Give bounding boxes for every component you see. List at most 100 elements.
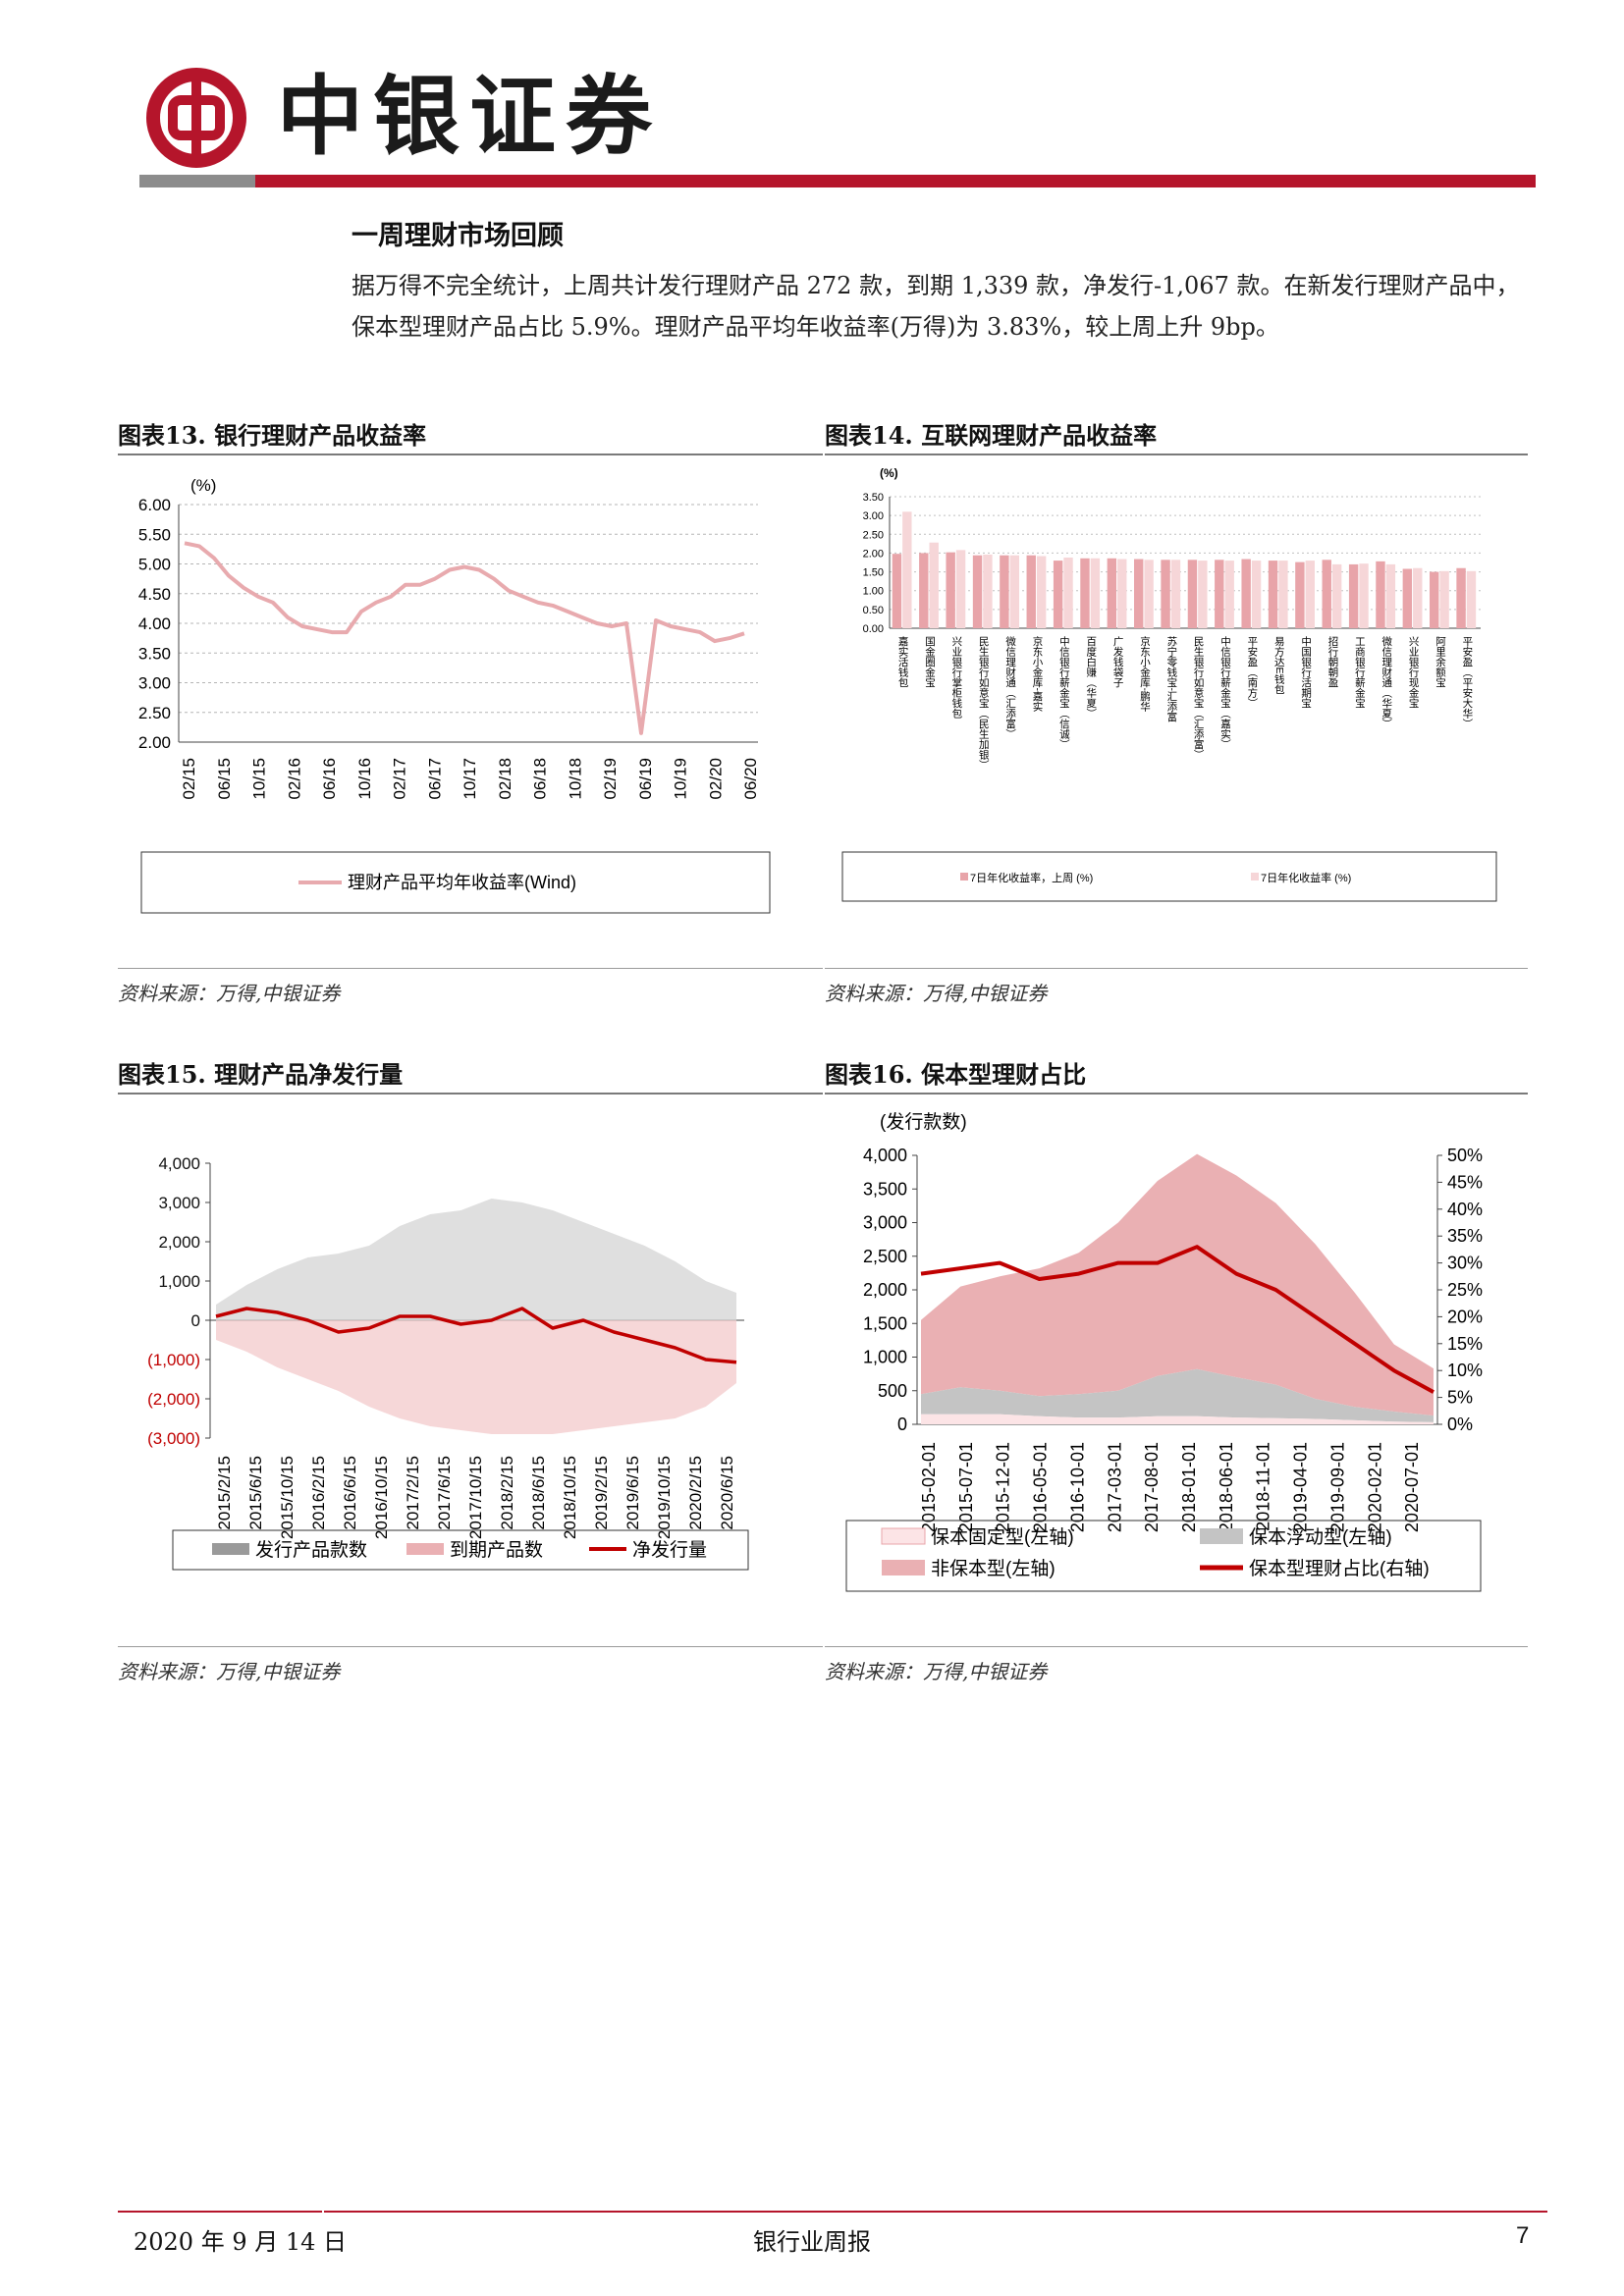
x-tick-label: 06/17 (425, 758, 444, 800)
y2-tick-label: 5% (1447, 1388, 1473, 1408)
x-category-label: 国金圈金宝 (924, 636, 936, 688)
x-tick-label: 10/16 (355, 758, 374, 800)
y-tick-label: 0 (897, 1415, 907, 1434)
x-category-label: 中国银行活期宝 (1300, 635, 1312, 708)
unit-label: (%) (880, 466, 898, 480)
bar (1000, 555, 1009, 628)
legend-swatch (212, 1543, 249, 1555)
x-category-label: 兴业银行现金宝 (1408, 636, 1420, 709)
y2-tick-label: 50% (1447, 1146, 1483, 1165)
x-tick-label: 2020-02-01 (1365, 1442, 1384, 1532)
x-category-label: 微信理财通（华夏） (1380, 635, 1392, 728)
bar (1413, 567, 1423, 628)
y-tick-label: 0.00 (863, 623, 884, 635)
chart-foot-rule (825, 968, 1528, 969)
x-tick-label: 2017-03-01 (1105, 1442, 1124, 1532)
x-tick-label: 2018/10/15 (561, 1456, 579, 1539)
x-tick-label: 2019-04-01 (1291, 1442, 1311, 1532)
x-tick-label: 2018/2/15 (498, 1456, 516, 1530)
x-category-label: 百度白赚（华夏） (1085, 636, 1097, 719)
x-tick-label: 02/17 (391, 758, 409, 800)
chart-title: 图表14. 互联网理财产品收益率 (825, 421, 1158, 450)
x-tick-label: 2018-01-01 (1179, 1442, 1199, 1532)
y-tick-label: 500 (878, 1381, 907, 1401)
y-tick-label: 2.00 (138, 733, 171, 752)
x-tick-label: 2020-07-01 (1402, 1442, 1422, 1532)
x-category-label: 中信银行薪金宝（信诚） (1058, 635, 1070, 749)
x-tick-label: 2020/6/15 (718, 1456, 736, 1530)
section-title: 一周理财市场回顾 (352, 221, 564, 251)
bar (1439, 570, 1449, 628)
y2-tick-label: 40% (1447, 1200, 1483, 1219)
bar (1198, 561, 1208, 628)
chart-13-svg: (%) 6.00 5.50 5.00 4.50 4.00 3.50 3.00 2.50 2.00 0… (138, 476, 771, 914)
bar (1241, 559, 1251, 628)
y-tick-label: 1,000 (863, 1348, 907, 1367)
y-tick-label: 2.00 (863, 548, 884, 560)
bar (1090, 558, 1101, 628)
x-tick-label: 2016-10-01 (1067, 1442, 1087, 1532)
y-tick-label: (3,000) (147, 1429, 200, 1448)
legend-box (841, 851, 1497, 902)
bar (919, 553, 929, 628)
y2-tick-label: 15% (1447, 1334, 1483, 1354)
legend-box (845, 1520, 1482, 1592)
bar (1144, 560, 1154, 628)
bar (1430, 571, 1439, 628)
bar (1322, 560, 1331, 628)
chart-14-panel: 图表14. 互联网理财产品收益率 (%) 3.50 3.00 2.50 2.00 1.50… (825, 416, 1528, 1015)
x-tick-label: 2015/10/15 (278, 1456, 297, 1539)
bar (1305, 561, 1315, 628)
y-tick-label: (1,000) (147, 1351, 200, 1369)
header-rule-grey (139, 175, 255, 187)
legend-swatch (960, 873, 968, 881)
x-tick-label: 2018-11-01 (1254, 1442, 1273, 1531)
x-category-label: 嘉实活钱包 (897, 635, 909, 687)
legend-label: 保本型理财占比(右轴) (1249, 1558, 1430, 1579)
legend-label: 净发行量 (632, 1539, 707, 1561)
y2-tick-label: 45% (1447, 1172, 1483, 1192)
x-tick-label: 2019/6/15 (623, 1456, 642, 1530)
y-tick-label: 4.00 (138, 614, 171, 633)
y-tick-label: 3.00 (863, 510, 884, 522)
y-tick-label: (2,000) (147, 1390, 200, 1409)
series-area-fixed (921, 1414, 1434, 1424)
x-category-label: 苏宁零钱宝-汇添富 (1165, 635, 1177, 722)
y2-tick-label: 35% (1447, 1226, 1483, 1246)
x-tick-label: 02/19 (601, 758, 620, 800)
footer-report-title: 银行业周报 (753, 2228, 871, 2256)
x-tick-label: 06/19 (636, 758, 655, 800)
x-category-label: 平安盈（平安大华） (1461, 636, 1473, 729)
series-area-matured (216, 1320, 736, 1434)
series-line-net (215, 1307, 737, 1364)
series-line-yield (184, 541, 745, 735)
legend-label: 7日年化收益率 (%) (1261, 871, 1351, 884)
y-tick-label: 3,000 (863, 1213, 907, 1233)
x-tick-label: 10/15 (250, 758, 269, 800)
bar (1251, 561, 1262, 628)
y-tick-label: 5.50 (138, 525, 171, 544)
bar (1161, 560, 1170, 628)
x-tick-label: 02/16 (285, 758, 303, 800)
chart-foot-rule (118, 968, 823, 969)
bar (1278, 561, 1288, 628)
bar (1466, 570, 1477, 628)
y-tick-label: 4,000 (158, 1154, 200, 1173)
bar (1170, 560, 1181, 628)
bar (1107, 558, 1117, 628)
series-area-floating (921, 1368, 1434, 1422)
series-area-non-protected (921, 1153, 1434, 1416)
x-tick-label: 02/20 (706, 758, 725, 800)
bar (1134, 559, 1144, 628)
bar (892, 554, 902, 628)
chart-source: 资料来源：万得,中银证券 (118, 1660, 341, 1683)
x-tick-label: 2015/6/15 (246, 1456, 265, 1530)
chart-title-rule (825, 1093, 1528, 1095)
y-tick-label: 3.50 (863, 492, 884, 504)
x-tick-label: 2016/10/15 (372, 1456, 391, 1539)
y-tick-label: 3,000 (158, 1194, 200, 1212)
legend-box (140, 851, 771, 914)
bar (1456, 567, 1466, 628)
bar (1215, 560, 1224, 628)
y-tick-label: 3.50 (138, 644, 171, 663)
